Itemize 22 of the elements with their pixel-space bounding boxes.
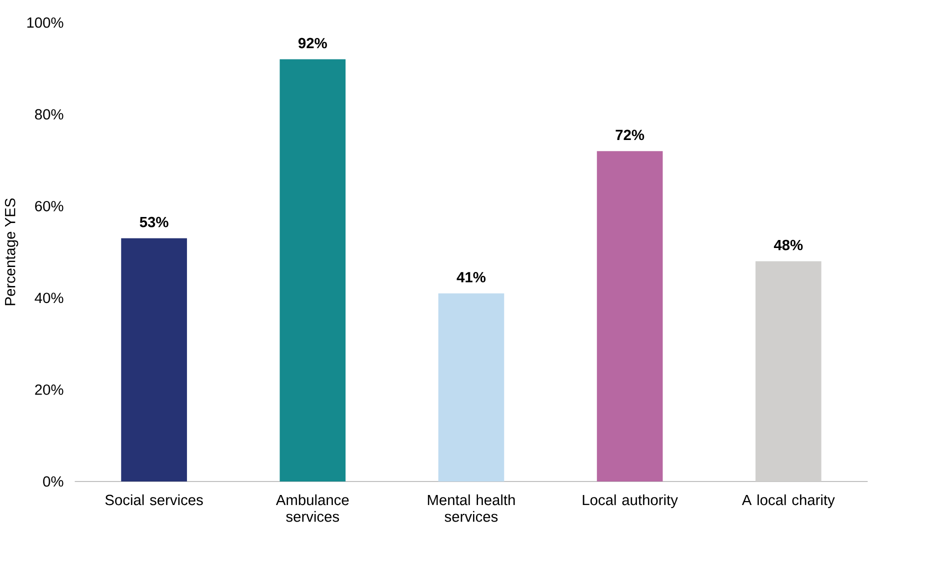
y-tick-label: 0% — [43, 476, 64, 487]
bar — [596, 151, 663, 482]
x-tick-label: Local authority — [582, 494, 678, 508]
bar — [755, 261, 822, 482]
y-axis-title: Percentage YES — [4, 198, 18, 306]
bar — [438, 293, 504, 482]
x-tick-label: Social services — [105, 494, 203, 506]
y-tick-label: 100% — [27, 17, 64, 28]
y-tick-label: 40% — [34, 292, 64, 304]
y-tick-label: 80% — [35, 109, 64, 120]
data-label: 72% — [616, 130, 644, 140]
data-label: 48% — [774, 240, 803, 250]
y-tick-label: 20% — [35, 384, 64, 395]
x-tick-label: Mental health services — [428, 494, 515, 522]
y-tick-label: 60% — [35, 200, 64, 212]
bar — [121, 238, 187, 482]
data-label: 92% — [298, 38, 327, 48]
data-label: 41% — [456, 272, 486, 282]
x-tick-label: A local charity — [742, 494, 835, 508]
x-tick-label: Ambulance services — [276, 494, 349, 522]
data-label: 53% — [140, 216, 168, 228]
bar — [280, 59, 346, 482]
